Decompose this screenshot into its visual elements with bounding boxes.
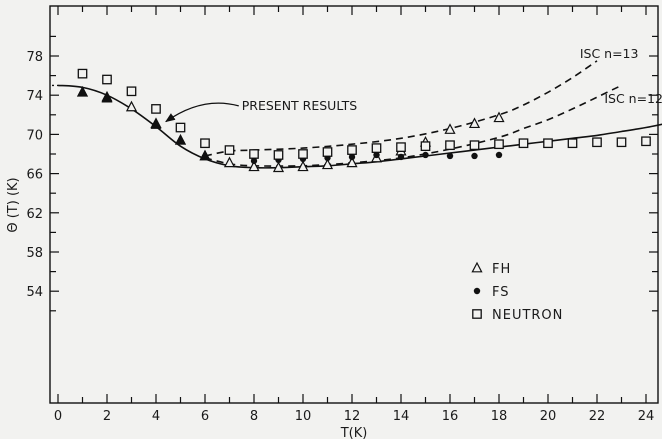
point-neutron	[151, 104, 161, 114]
x-tick-label: 22	[589, 409, 606, 424]
x-tick-label: 10	[295, 409, 312, 424]
curve-present-results	[57, 84, 662, 169]
point-neutron	[175, 122, 186, 133]
point-filled-triangle	[101, 92, 113, 103]
point-fh	[346, 156, 358, 168]
point-filled-triangle	[150, 118, 162, 129]
point-neutron	[371, 143, 382, 153]
point-fh	[125, 100, 138, 112]
y-tick-label: 66	[26, 168, 43, 183]
x-axis-label: T(K)	[340, 426, 368, 439]
legend-marker-fs	[473, 287, 481, 295]
point-neutron	[249, 149, 259, 159]
plot-frame	[49, 5, 659, 404]
point-neutron	[224, 145, 235, 155]
annotations: PRESENT RESULTS ISC n=13 ISC n=12	[165, 46, 662, 123]
x-tick-label: 6	[201, 409, 209, 424]
legend-marker-neutron	[472, 309, 482, 319]
axis-ticks	[50, 6, 658, 403]
curve-isc-n-13	[204, 60, 598, 157]
x-tick-label: 2	[103, 409, 111, 424]
point-neutron	[616, 137, 627, 148]
point-fh	[468, 117, 481, 129]
point-fh	[493, 111, 505, 123]
point-fs	[471, 152, 478, 160]
point-filled-triangle	[199, 149, 211, 161]
point-neutron	[322, 147, 333, 157]
x-tick-label: 24	[638, 409, 655, 424]
fit-curves	[52, 60, 662, 169]
point-neutron	[641, 136, 651, 147]
x-tick-label: 18	[491, 409, 508, 424]
x-tick-label: 0	[54, 409, 62, 424]
point-neutron	[200, 138, 210, 149]
point-filled-triangle	[175, 134, 186, 145]
legend-label-fh: FH	[492, 262, 511, 277]
point-neutron	[347, 145, 357, 155]
point-fs	[422, 151, 429, 159]
legend-label-neutron: NEUTRON	[492, 308, 563, 323]
point-neutron	[298, 149, 308, 159]
point-neutron	[518, 138, 529, 149]
point-fh	[248, 160, 260, 172]
x-tick-label: 16	[442, 409, 459, 424]
y-axis-label: Θ (T) (K)	[6, 177, 21, 232]
x-tick-label: 14	[393, 409, 410, 424]
y-tick-label: 74	[26, 89, 43, 104]
point-neutron	[494, 139, 504, 150]
x-tick-label: 20	[540, 409, 557, 424]
legend-label-fs: FS	[492, 285, 510, 300]
point-fh	[444, 123, 456, 134]
point-fh	[321, 158, 334, 170]
data-points	[76, 68, 651, 173]
point-neutron	[445, 140, 455, 151]
annotation-present-results: PRESENT RESULTS	[242, 98, 357, 113]
point-neutron	[420, 141, 431, 152]
point-neutron	[126, 86, 137, 97]
annotation-isc-n-13: ISC n=13	[580, 46, 639, 61]
y-tick-label: 54	[26, 285, 43, 300]
y-tick-label: 78	[26, 50, 43, 65]
point-neutron	[543, 138, 553, 149]
y-tick-label: 62	[26, 207, 43, 222]
point-fs	[348, 153, 356, 161]
legend-marker-fh	[471, 261, 483, 273]
point-neutron	[592, 137, 602, 148]
point-fh	[297, 160, 309, 172]
point-fs	[250, 157, 258, 165]
annotation-arrow	[165, 102, 239, 123]
point-filled-triangle	[77, 86, 88, 97]
point-fs	[397, 153, 405, 161]
point-fs	[373, 151, 380, 159]
point-neutron	[102, 74, 112, 85]
point-neutron	[567, 138, 578, 149]
point-fh	[272, 161, 285, 173]
point-neutron	[396, 142, 406, 152]
point-neutron	[77, 68, 88, 79]
point-neutron	[469, 140, 480, 151]
annotation-isc-n-12: ISC n=12	[604, 91, 662, 106]
x-tick-label: 12	[344, 409, 361, 424]
point-fs	[446, 152, 454, 160]
point-fs	[495, 151, 503, 159]
y-tick-label: 58	[26, 246, 43, 261]
x-tick-label: 4	[152, 409, 160, 424]
point-neutron	[273, 150, 284, 160]
point-fh	[223, 156, 236, 168]
legend: FH FS NEUTRON	[471, 261, 563, 323]
y-tick-label: 70	[26, 128, 43, 143]
x-tick-label: 8	[250, 409, 258, 424]
